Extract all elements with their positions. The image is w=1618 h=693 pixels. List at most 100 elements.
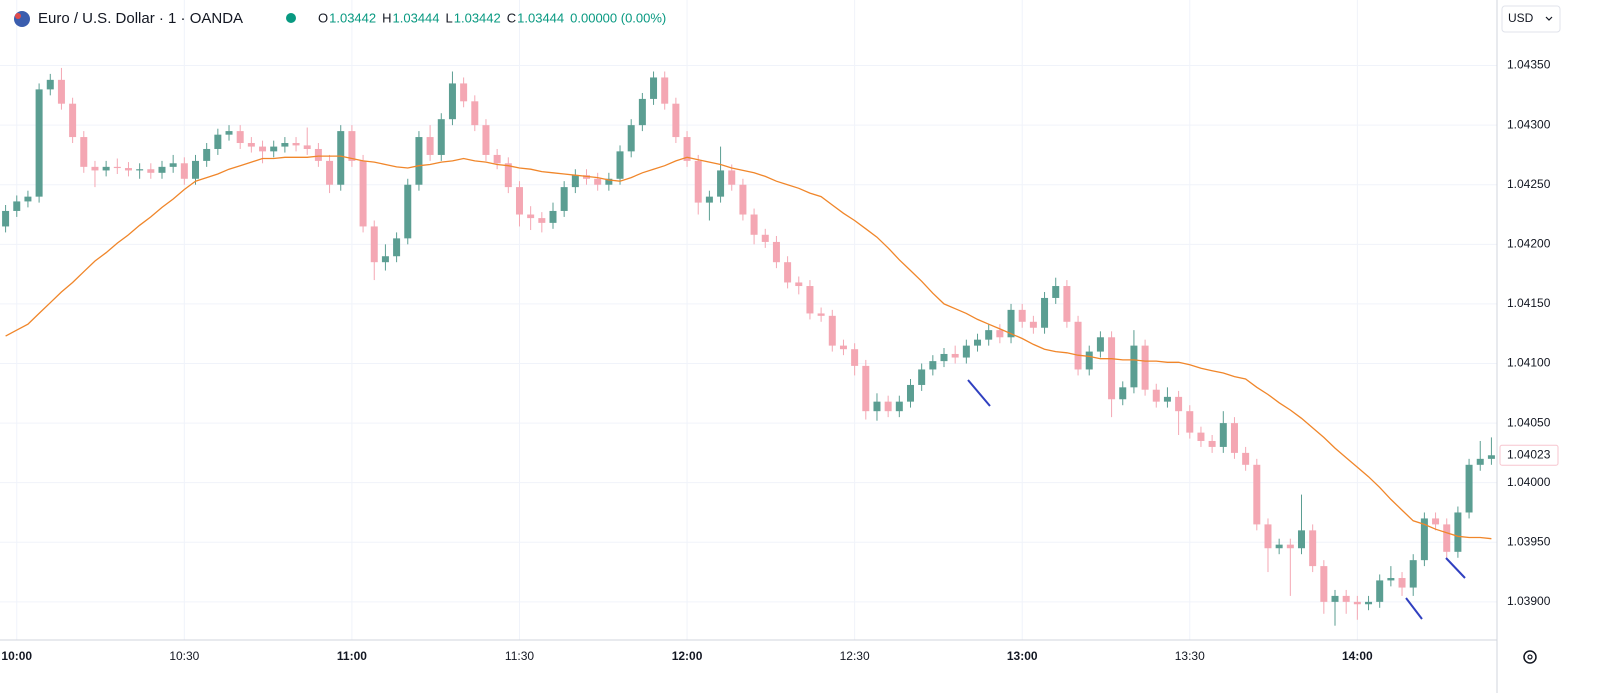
- candle-body: [784, 262, 792, 283]
- currency-label[interactable]: USD: [1508, 11, 1534, 25]
- candle-body: [1242, 452, 1250, 465]
- x-tick-label: 14:00: [1342, 649, 1373, 663]
- x-tick-label: 11:00: [337, 649, 367, 663]
- candle-body: [225, 131, 233, 135]
- candle-body: [1331, 595, 1339, 602]
- drawing-line[interactable]: [1445, 557, 1466, 579]
- candle-body: [381, 256, 389, 263]
- candle-body: [1487, 455, 1495, 459]
- plot: [2, 67, 1495, 626]
- ohlc-value: 1.03444: [393, 10, 440, 25]
- drawing-line[interactable]: [1405, 597, 1423, 620]
- candle-body: [1152, 389, 1160, 402]
- candle-body: [527, 214, 535, 219]
- candle-body: [1141, 345, 1149, 390]
- candle-body: [1420, 518, 1428, 561]
- candle-body: [1007, 309, 1015, 338]
- candle-body: [113, 166, 121, 169]
- candle-body: [281, 143, 289, 147]
- candle-body: [303, 145, 311, 149]
- y-tick-label: 1.04000: [1507, 475, 1551, 489]
- candle-body: [683, 137, 691, 161]
- candle-body: [460, 83, 468, 102]
- candle-body: [203, 148, 211, 161]
- candle-body: [750, 214, 758, 235]
- ohlc-value: 1.03442: [329, 10, 376, 25]
- candle-body: [69, 103, 77, 138]
- drawing-line[interactable]: [967, 379, 991, 407]
- x-tick-label: 12:30: [840, 649, 870, 663]
- candle-body: [616, 151, 624, 179]
- candle-body: [180, 163, 188, 179]
- candle-body: [80, 137, 88, 167]
- candle-body: [482, 125, 490, 155]
- candle-body: [46, 79, 54, 90]
- candle-body: [214, 134, 222, 149]
- candle-body: [1130, 345, 1138, 388]
- x-tick-label: 11:30: [505, 649, 534, 663]
- candle-body: [448, 83, 456, 120]
- candle-body: [1052, 286, 1060, 298]
- symbol-icon[interactable]: [14, 11, 30, 27]
- candle-body: [873, 401, 881, 412]
- candle-body: [415, 137, 423, 185]
- market-status[interactable]: [286, 13, 296, 23]
- candle-body: [1454, 512, 1462, 552]
- candle-body: [962, 345, 970, 358]
- settings-icon: [1527, 654, 1533, 660]
- candle-body: [1108, 337, 1116, 400]
- candle-body: [348, 131, 356, 161]
- candle-body: [1275, 544, 1283, 549]
- candle-body: [594, 178, 602, 185]
- candle-body: [1409, 560, 1417, 588]
- candle-body: [1119, 387, 1127, 400]
- grid: [0, 0, 1497, 640]
- candle-body: [560, 187, 568, 211]
- ohlc-value: 1.03442: [454, 10, 501, 25]
- candle-body: [795, 282, 803, 287]
- y-tick-label: 1.03900: [1507, 594, 1551, 608]
- candle-body: [761, 234, 769, 242]
- candle-body: [672, 103, 680, 138]
- candle-body: [638, 98, 646, 126]
- symbol-title[interactable]: Euro / U.S. Dollar · 1 · OANDA: [38, 10, 243, 27]
- x-tick-label: 10:30: [169, 649, 199, 663]
- candle-body: [1018, 309, 1026, 322]
- settings-button[interactable]: [1523, 650, 1537, 664]
- candle-body: [1365, 601, 1373, 605]
- candle-body: [1163, 396, 1171, 402]
- candle-body: [1398, 578, 1406, 588]
- candle-body: [694, 160, 702, 203]
- candle-body: [147, 169, 155, 173]
- candle-body: [828, 315, 836, 346]
- candle-body: [906, 384, 914, 402]
- candle-body: [605, 178, 613, 185]
- candle-body: [158, 166, 166, 173]
- candle-body: [1063, 286, 1071, 322]
- ohlc-legend: O 1.03442 H 1.03444 L 1.03442 C 1.03444 0.00000 …: [318, 10, 666, 25]
- candle-body: [1465, 464, 1473, 513]
- candle-body: [985, 330, 993, 340]
- candle-body: [728, 170, 736, 185]
- moving-average: [5, 155, 1492, 540]
- candle-body: [1376, 580, 1384, 602]
- candle-body: [1264, 524, 1272, 549]
- candle-body: [1353, 601, 1361, 605]
- candle-body: [102, 166, 110, 171]
- candle-body: [35, 89, 43, 197]
- candle-body: [1096, 337, 1104, 352]
- ohlc-label: L: [446, 10, 453, 25]
- candle-body: [426, 137, 434, 155]
- change-value: 0.00000 (0.00%): [570, 10, 666, 25]
- axes: 1.03900 1.03950 1.04000 1.04050 1.04100 1.041…: [1, 58, 1559, 663]
- candle-body: [951, 353, 959, 358]
- candle-body: [124, 168, 132, 171]
- currency-button[interactable]: [1501, 5, 1561, 33]
- x-tick-label: 10:00: [1, 649, 32, 663]
- last-price-label: 1.04023: [1507, 447, 1551, 461]
- candle-body: [169, 163, 177, 167]
- candle-body: [739, 184, 747, 215]
- candle-body: [515, 187, 523, 215]
- candle-body: [661, 77, 669, 104]
- candle-body: [370, 226, 378, 263]
